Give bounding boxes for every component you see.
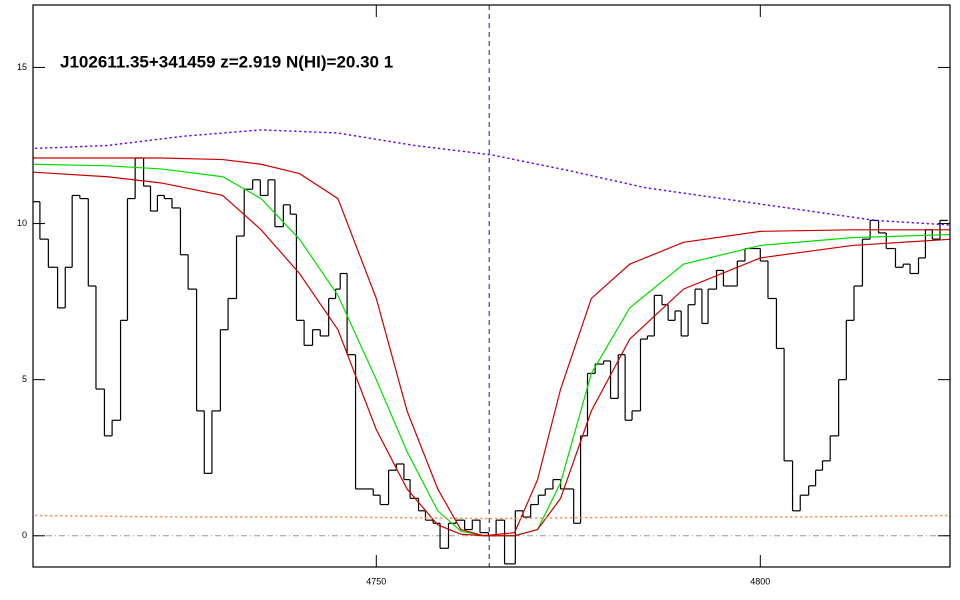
dotted-curve	[33, 129, 950, 226]
x-tick-label: 4800	[750, 576, 770, 586]
y-tick-label: 10	[17, 218, 27, 228]
plot-area	[33, 5, 950, 567]
x-tick-label: 4750	[366, 576, 386, 586]
y-tick-label: 15	[17, 62, 27, 72]
annotation: J102611.35+341459 z=2.919 N(HI)=20.30 1	[60, 52, 393, 71]
model-curve	[33, 157, 950, 537]
y-tick-label: 5	[22, 374, 27, 384]
flux-riser	[39, 157, 941, 564]
model-curve	[33, 171, 950, 537]
frame	[32, 4, 951, 568]
model-curve	[33, 163, 950, 537]
y-tick-label: 0	[22, 530, 27, 540]
dotted-curve	[33, 514, 950, 520]
